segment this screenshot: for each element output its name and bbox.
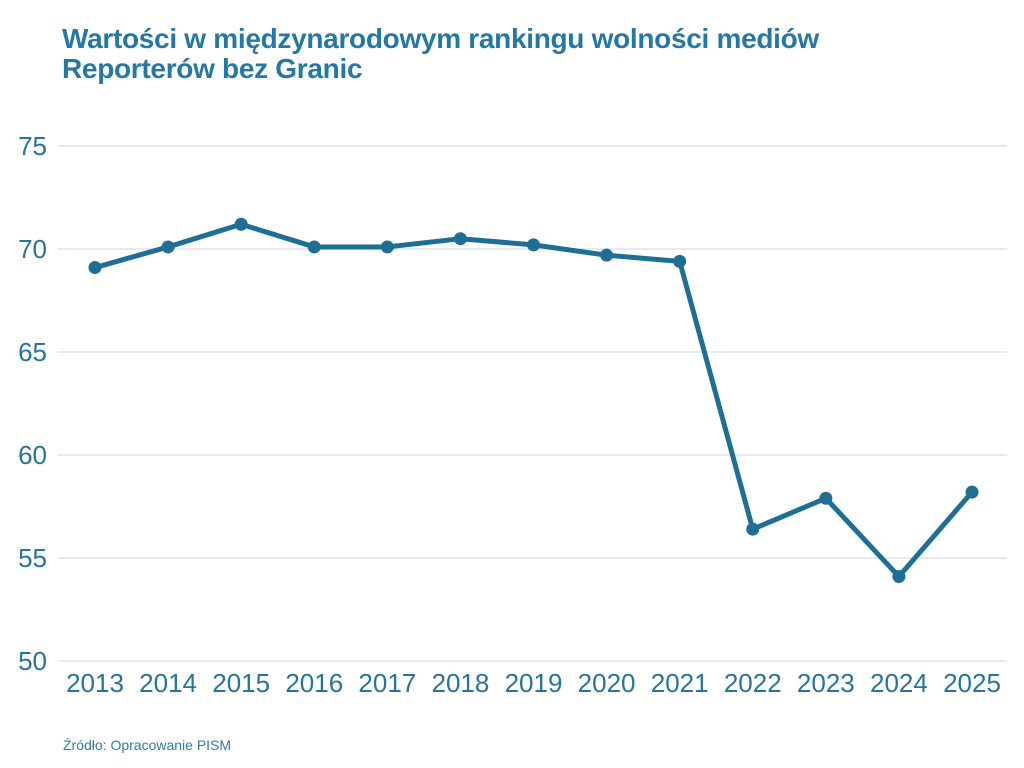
data-point-2014 — [161, 240, 175, 254]
chart-title: Wartości w międzynarodowym rankingu woln… — [62, 24, 982, 84]
x-tick-label-2023: 2023 — [797, 668, 855, 698]
data-point-2017 — [380, 240, 394, 254]
data-point-2022 — [746, 522, 760, 536]
x-tick-label-2019: 2019 — [505, 668, 563, 698]
y-tick-label-55: 55 — [18, 543, 47, 573]
data-point-2021 — [673, 254, 687, 268]
x-tick-label-2025: 2025 — [943, 668, 1001, 698]
x-tick-label-2022: 2022 — [724, 668, 782, 698]
data-point-2018 — [453, 232, 467, 246]
data-point-2016 — [307, 240, 321, 254]
data-point-2019 — [527, 238, 540, 252]
y-tick-label-60: 60 — [18, 440, 47, 470]
y-tick-label-70: 70 — [18, 234, 47, 264]
data-point-2023 — [819, 491, 833, 505]
y-tick-label-50: 50 — [18, 646, 47, 676]
chart-title-line1: Wartości w międzynarodowym rankingu woln… — [62, 23, 819, 54]
x-tick-label-2024: 2024 — [870, 668, 928, 698]
x-tick-label-2014: 2014 — [139, 668, 197, 698]
x-tick-label-2017: 2017 — [358, 668, 416, 698]
source-note: Źródło: Opracowanie PISM — [63, 737, 232, 753]
x-tick-label-2013: 2013 — [66, 668, 124, 698]
y-tick-label-65: 65 — [18, 337, 47, 367]
data-point-2015 — [234, 217, 248, 231]
data-point-2020 — [600, 248, 614, 262]
x-tick-label-2020: 2020 — [578, 668, 636, 698]
x-tick-label-2016: 2016 — [285, 668, 343, 698]
x-tick-label-2021: 2021 — [651, 668, 709, 698]
y-tick-label-75: 75 — [18, 131, 47, 161]
chart-title-line2: Reporterów bez Granic — [62, 53, 363, 84]
data-point-2024 — [892, 570, 906, 584]
x-tick-label-2018: 2018 — [431, 668, 489, 698]
x-tick-label-2015: 2015 — [212, 668, 270, 698]
data-point-2025 — [965, 485, 979, 499]
data-point-2013 — [88, 261, 102, 275]
data-line — [92, 221, 975, 580]
